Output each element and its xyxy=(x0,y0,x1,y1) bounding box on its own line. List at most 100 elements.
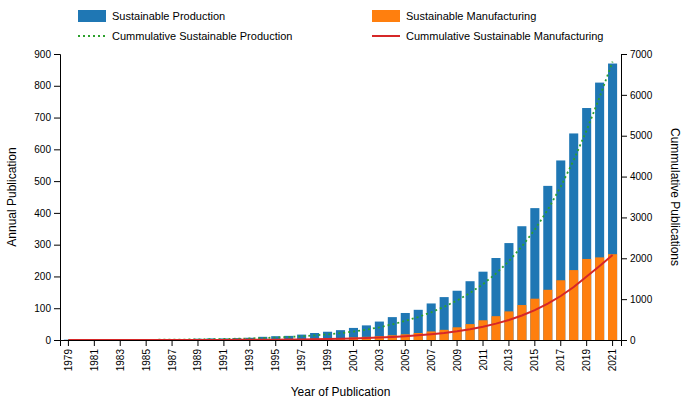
legend-label: Cummulative Sustainable Production xyxy=(112,30,292,42)
x-tick: 1997 xyxy=(296,340,307,371)
y-tick-mark xyxy=(54,276,60,277)
y2-tick-mark xyxy=(621,54,627,55)
bar xyxy=(478,320,487,340)
line xyxy=(68,255,612,340)
x-tick-label: 1983 xyxy=(115,349,126,372)
y2-tick: 5000 xyxy=(621,130,653,141)
legend-item: Cummulative Sustainable Production xyxy=(78,30,292,42)
bar xyxy=(569,270,578,340)
y2-tick-mark xyxy=(621,217,627,218)
chart-svg: 1979198119831985198719891991199319951997… xyxy=(0,0,685,404)
y2-tick-label: 5000 xyxy=(630,130,653,141)
x-tick-label: 1981 xyxy=(89,349,100,372)
x-tick-mark xyxy=(68,340,69,346)
x-tick-label: 2001 xyxy=(348,349,359,372)
y2-tick-label: 2000 xyxy=(630,253,653,264)
y-tick-mark xyxy=(54,118,60,119)
bar xyxy=(595,83,604,340)
y2-tick-mark xyxy=(621,136,627,137)
x-tick-label: 2021 xyxy=(607,349,618,372)
y-axis-title: Annual Publication xyxy=(5,147,19,246)
y-tick: 800 xyxy=(34,80,60,91)
line xyxy=(68,62,612,340)
y2-axis-title: Cummulative Publications xyxy=(668,128,682,266)
chart-container: 1979198119831985198719891991199319951997… xyxy=(0,0,685,404)
x-tick: 1983 xyxy=(115,340,126,371)
y-tick-label: 100 xyxy=(34,303,51,314)
bar xyxy=(543,290,552,340)
x-tick-label: 2009 xyxy=(452,349,463,372)
bar xyxy=(440,330,449,340)
y2-tick: 0 xyxy=(621,335,636,346)
bar xyxy=(491,316,500,340)
x-tick: 2017 xyxy=(555,340,566,371)
x-tick-mark xyxy=(172,340,173,346)
x-tick-label: 2013 xyxy=(503,349,514,372)
x-tick-label: 1999 xyxy=(322,349,333,372)
x-tick: 1999 xyxy=(322,340,333,371)
x-tick: 2019 xyxy=(581,340,592,371)
y2-tick-mark xyxy=(621,95,627,96)
x-tick-mark xyxy=(275,340,276,346)
y2-tick-mark xyxy=(621,177,627,178)
bar xyxy=(543,186,552,340)
bar xyxy=(466,324,475,340)
x-tick: 1993 xyxy=(244,340,255,371)
y-tick-mark xyxy=(54,308,60,309)
x-tick: 2005 xyxy=(400,340,411,371)
legend-swatch xyxy=(78,35,106,37)
x-tick-mark xyxy=(249,340,250,346)
x-tick-mark xyxy=(301,340,302,346)
y-tick: 300 xyxy=(34,239,60,250)
x-tick: 2015 xyxy=(529,340,540,371)
x-tick: 2001 xyxy=(348,340,359,371)
x-tick-label: 2019 xyxy=(581,349,592,372)
legend-item: Cummulative Sustainable Manufacturing xyxy=(372,30,604,42)
y-tick-mark xyxy=(54,340,60,341)
y2-tick-mark xyxy=(621,299,627,300)
y2-tick: 4000 xyxy=(621,171,653,182)
x-axis-line xyxy=(61,341,622,347)
bar xyxy=(530,299,539,340)
x-tick: 1979 xyxy=(63,340,74,371)
y2-tick-label: 6000 xyxy=(630,90,653,101)
x-tick-label: 1989 xyxy=(192,349,203,372)
bar xyxy=(569,133,578,340)
x-tick-label: 1987 xyxy=(167,349,178,372)
legend-label: Cummulative Sustainable Manufacturing xyxy=(406,30,604,42)
y2-tick-label: 0 xyxy=(630,335,636,346)
bar xyxy=(466,281,475,340)
y2-tick-label: 7000 xyxy=(630,49,653,60)
x-tick-mark xyxy=(560,340,561,346)
x-axis-title: Year of Publication xyxy=(291,385,391,399)
x-tick-mark xyxy=(197,340,198,346)
legend-swatch xyxy=(78,10,106,22)
x-tick-mark xyxy=(120,340,121,346)
bar-series xyxy=(193,254,617,340)
y-tick-label: 800 xyxy=(34,80,51,91)
y-tick: 200 xyxy=(34,271,60,282)
y2-tick: 2000 xyxy=(621,253,653,264)
x-tick-label: 1985 xyxy=(141,349,152,372)
x-tick: 1985 xyxy=(141,340,152,371)
x-tick-mark xyxy=(353,340,354,346)
x-tick-label: 2007 xyxy=(426,349,437,372)
bar xyxy=(556,160,565,340)
y-tick: 0 xyxy=(45,335,60,346)
y2-axis-line xyxy=(622,55,628,341)
x-tick: 2003 xyxy=(374,340,385,371)
x-tick-label: 2015 xyxy=(529,349,540,372)
y2-axis: 01000200030004000500060007000 xyxy=(621,49,653,346)
y-tick-label: 700 xyxy=(34,112,51,123)
y-axis: 0100200300400500600700800900 xyxy=(34,49,60,346)
y2-tick: 6000 xyxy=(621,90,653,101)
x-tick-mark xyxy=(146,340,147,346)
x-tick-mark xyxy=(586,340,587,346)
x-tick: 1991 xyxy=(218,340,229,371)
x-tick-label: 1979 xyxy=(63,349,74,372)
x-tick-mark xyxy=(379,340,380,346)
bar xyxy=(517,305,526,340)
bar xyxy=(478,272,487,340)
x-tick-mark xyxy=(223,340,224,346)
y-tick-label: 400 xyxy=(34,208,51,219)
